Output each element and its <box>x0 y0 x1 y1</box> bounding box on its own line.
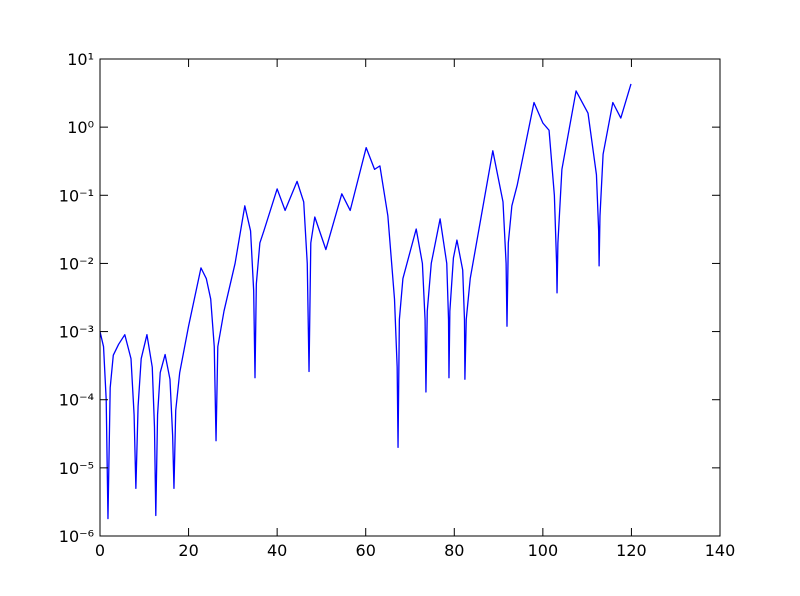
plot-frame <box>99 58 721 537</box>
y-tick-label: 10⁻⁶ <box>59 527 94 546</box>
y-tick-label: 10⁰ <box>67 118 94 137</box>
y-tick-label: 10⁻² <box>59 254 94 273</box>
x-tick-label: 120 <box>616 541 647 560</box>
y-tick-label: 10¹ <box>67 50 94 69</box>
x-tick-label: 140 <box>705 541 736 560</box>
data-line <box>99 83 632 520</box>
x-tick-label: 40 <box>267 541 287 560</box>
x-tick-label: 80 <box>444 541 464 560</box>
y-tick-label: 10⁻¹ <box>59 186 94 205</box>
y-tick-label: 10⁻³ <box>59 323 94 342</box>
x-tick-label: 60 <box>356 541 376 560</box>
y-tick-label: 10⁻⁴ <box>59 391 94 410</box>
x-tick-label: 0 <box>95 541 105 560</box>
y-tick-label: 10⁻⁵ <box>59 459 94 478</box>
x-tick-label: 100 <box>528 541 559 560</box>
x-tick-label: 20 <box>178 541 198 560</box>
